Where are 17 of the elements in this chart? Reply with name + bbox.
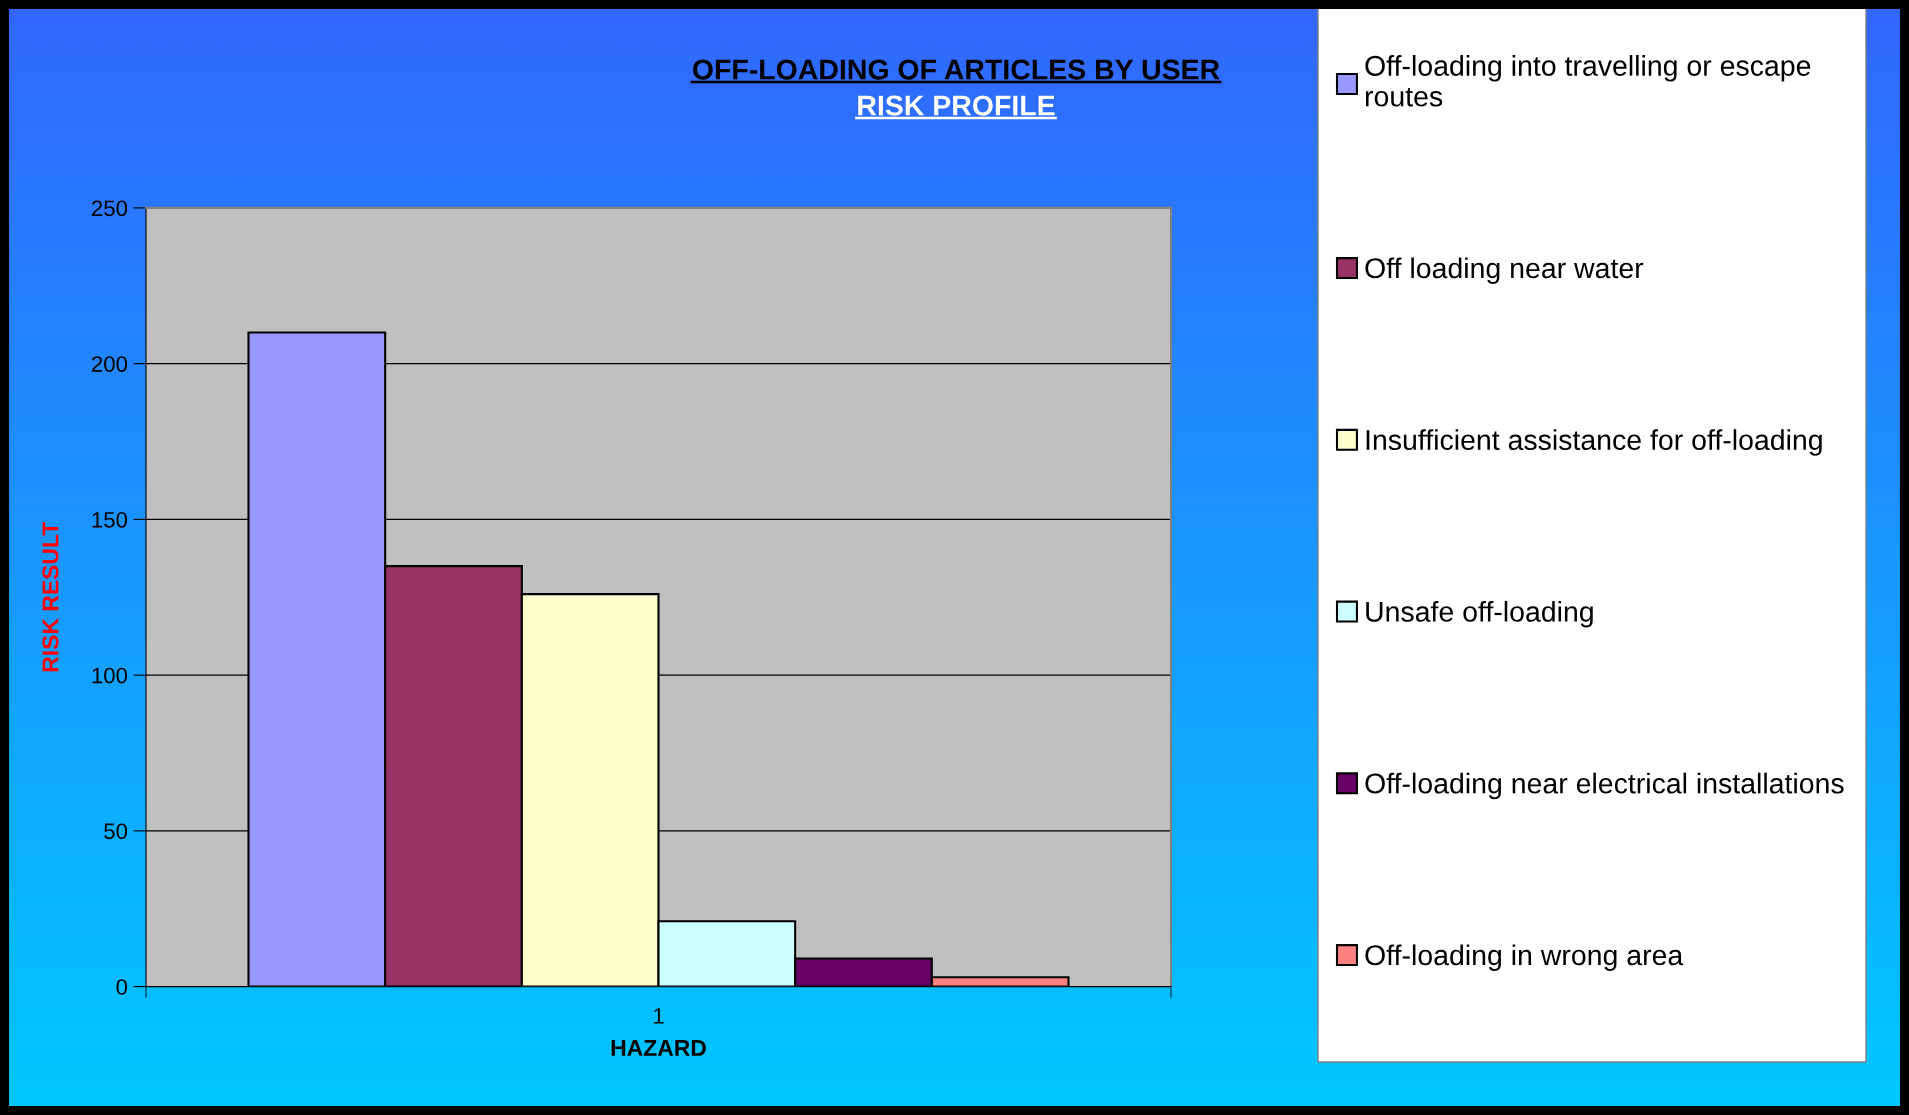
y-tick-label: 200 [91,356,128,372]
y-tick-label: 100 [92,667,128,684]
legend-label: Off loading near water [1365,257,1644,284]
legend-label: Unsafe off-loading [1366,600,1593,628]
y-axis-title: RISK RESULT [42,521,59,672]
y-tick-label: 50 [104,823,128,840]
legend-label: Off-loading near electrical installations [1365,772,1844,800]
legend-label: Insufficient assistance for off-loading [1366,429,1822,456]
chart-subtitle: RISK PROFILE [858,95,1055,116]
x-axis-title: HAZARD [611,1040,706,1056]
legend-label: Off-loading in wrong area [1365,944,1684,971]
x-tick-label: 1 [654,1008,664,1024]
y-tick-label: 250 [91,200,128,217]
y-tick-label: 150 [92,511,128,528]
chart-title: OFF-LOADING OF ARTICLES BY USER [693,59,1220,80]
legend-label: Off-loading into travelling or escape routes [1365,55,1811,107]
y-tick-label: 0 [116,979,128,995]
